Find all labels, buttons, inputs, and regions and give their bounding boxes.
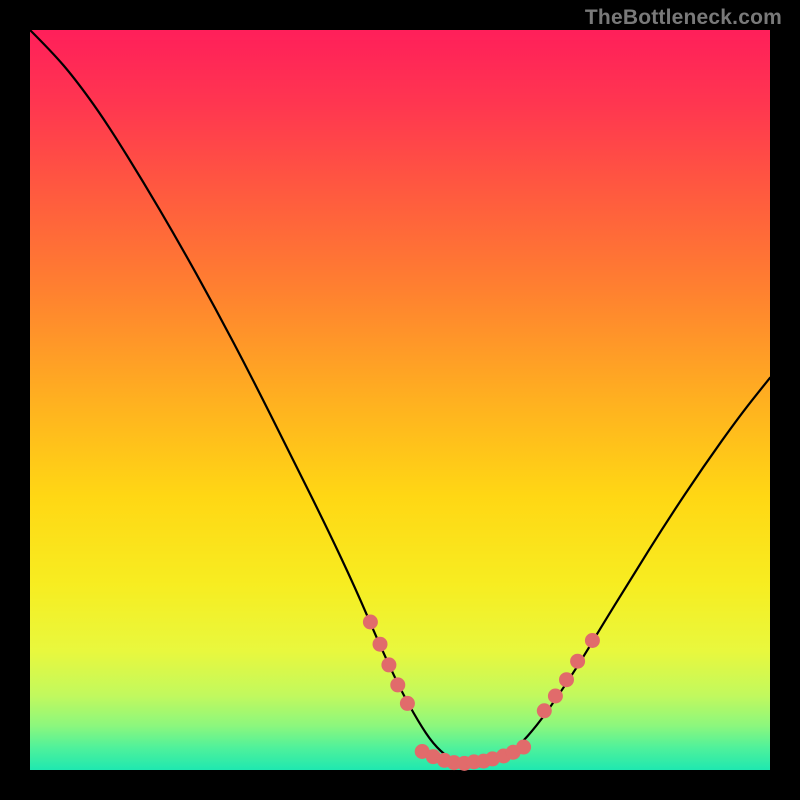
marker-dot <box>585 633 600 648</box>
watermark-text: TheBottleneck.com <box>585 6 782 30</box>
marker-dot <box>363 615 378 630</box>
marker-dot <box>390 677 405 692</box>
marker-dot <box>548 689 563 704</box>
plot-background <box>30 30 770 770</box>
marker-dot <box>559 672 574 687</box>
bottleneck-chart <box>0 0 800 800</box>
marker-dot <box>537 703 552 718</box>
marker-dot <box>516 740 531 755</box>
chart-container: TheBottleneck.com <box>0 0 800 800</box>
marker-dot <box>400 696 415 711</box>
marker-dot <box>570 654 585 669</box>
marker-dot <box>373 637 388 652</box>
marker-dot <box>381 657 396 672</box>
